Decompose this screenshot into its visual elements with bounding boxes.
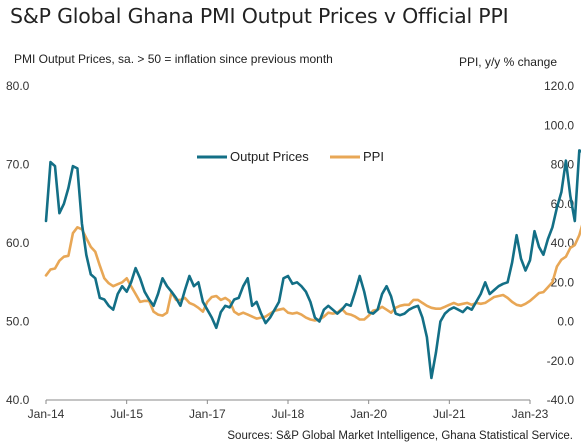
y-right-tick-label: -20.0 — [547, 354, 575, 368]
x-axis-ticks: Jan-14 Jul-15 Jan-17 Jul-18 Jan-20 Jul-21 Jan-… — [28, 400, 549, 421]
y-right-tick-label: -40.0 — [547, 393, 575, 407]
y-left-tick-label: 40.0 — [6, 393, 30, 407]
ppi-series-line — [44, 224, 581, 322]
y-left-tick-label: 60.0 — [6, 236, 30, 250]
x-tick-label: Jul-15 — [110, 407, 143, 421]
y-right-tick-label: 20.0 — [551, 275, 575, 289]
y-right-tick-label: 100.0 — [544, 118, 574, 132]
y-axis-left-ticks: 80.0 70.0 60.0 50.0 40.0 — [6, 79, 30, 407]
x-tick-label: Jan-17 — [189, 407, 226, 421]
y-left-tick-label: 50.0 — [6, 315, 30, 329]
legend-label: PPI — [363, 149, 384, 164]
y-right-tick-label: 120.0 — [544, 79, 574, 93]
legend-label: Output Prices — [230, 149, 309, 164]
series-layer — [44, 149, 581, 380]
x-tick-label: Jul-21 — [433, 407, 466, 421]
chart-title: S&P Global Ghana PMI Output Prices v Off… — [10, 4, 509, 28]
y-axis-right-label: PPI, y/y % change — [458, 55, 557, 69]
output-prices-series-line — [44, 149, 581, 380]
y-left-tick-label: 80.0 — [6, 79, 30, 93]
y-right-tick-label: 40.0 — [551, 236, 575, 250]
x-tick-label: Jul-18 — [272, 407, 305, 421]
y-axis-left-label: PMI Output Prices, sa. > 50 = inflation … — [14, 52, 333, 66]
x-tick-label: Jan-14 — [28, 407, 65, 421]
legend: Output Prices PPI — [197, 149, 384, 164]
source-note: Sources: S&P Global Market Intelligence,… — [227, 430, 573, 442]
x-tick-label: Jan-20 — [350, 407, 387, 421]
x-tick-label: Jan-23 — [512, 407, 549, 421]
y-right-tick-label: 80.0 — [551, 158, 575, 172]
y-left-tick-label: 70.0 — [6, 158, 30, 172]
y-right-tick-label: 0.0 — [557, 315, 574, 329]
